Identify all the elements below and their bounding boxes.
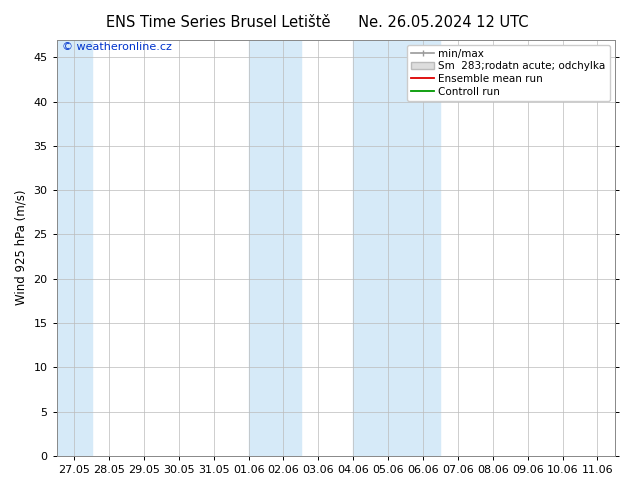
Y-axis label: Wind 925 hPa (m/s): Wind 925 hPa (m/s) [15,190,28,305]
Bar [353,40,441,456]
Bar [56,40,91,456]
Text: ENS Time Series Brusel Letiště      Ne. 26.05.2024 12 UTC: ENS Time Series Brusel Letiště Ne. 26.05… [106,15,528,30]
Text: © weatheronline.cz: © weatheronline.cz [62,42,172,51]
Legend: min/max, Sm  283;rodatn acute; odchylka, Ensemble mean run, Controll run: min/max, Sm 283;rodatn acute; odchylka, … [407,45,610,101]
Bar [249,40,301,456]
